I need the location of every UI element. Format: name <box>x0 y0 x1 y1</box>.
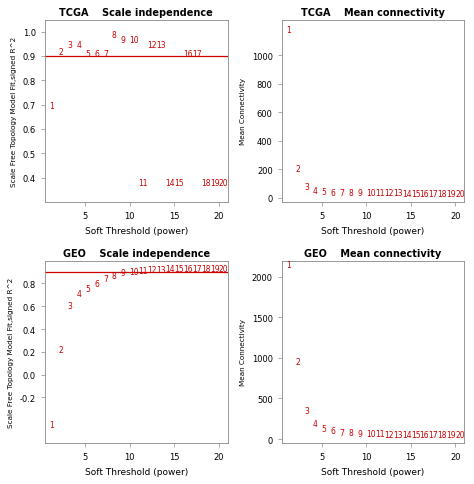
Text: 3: 3 <box>67 301 72 310</box>
Text: 5: 5 <box>85 284 90 293</box>
Text: 12: 12 <box>147 41 157 49</box>
Text: 20: 20 <box>456 430 465 439</box>
Text: 12: 12 <box>384 189 393 198</box>
Text: 1: 1 <box>286 260 291 269</box>
Text: 3: 3 <box>304 406 309 415</box>
Text: 11: 11 <box>138 179 148 188</box>
Title: TCGA    Mean connectivity: TCGA Mean connectivity <box>301 8 445 18</box>
Text: 2: 2 <box>295 357 300 366</box>
Text: 12: 12 <box>147 266 157 274</box>
Text: 13: 13 <box>393 189 402 198</box>
Text: 2: 2 <box>58 48 63 57</box>
Text: 5: 5 <box>85 50 90 60</box>
Text: 11: 11 <box>375 429 385 439</box>
Text: 5: 5 <box>322 424 327 434</box>
Text: 10: 10 <box>366 429 376 439</box>
Title: TCGA    Scale independence: TCGA Scale independence <box>59 8 213 18</box>
Text: 16: 16 <box>419 189 429 198</box>
Text: 3: 3 <box>67 41 72 49</box>
Text: 6: 6 <box>94 279 99 288</box>
Title: GEO    Scale independence: GEO Scale independence <box>63 249 210 259</box>
Text: 19: 19 <box>447 430 456 439</box>
Text: 16: 16 <box>183 50 192 60</box>
Text: 10: 10 <box>129 267 139 276</box>
Text: 7: 7 <box>339 428 345 437</box>
Text: 14: 14 <box>165 179 175 188</box>
Text: 2: 2 <box>58 346 63 354</box>
Text: 8: 8 <box>348 189 353 198</box>
Text: 18: 18 <box>201 179 210 188</box>
Text: 14: 14 <box>402 189 411 198</box>
Text: 14: 14 <box>165 265 175 274</box>
Text: 4: 4 <box>76 289 81 299</box>
Text: 20: 20 <box>456 189 465 198</box>
Text: 14: 14 <box>402 430 411 439</box>
Text: 4: 4 <box>313 186 318 196</box>
Text: 9: 9 <box>121 36 126 45</box>
Text: 1: 1 <box>49 101 54 110</box>
Text: 4: 4 <box>313 420 318 429</box>
Text: 6: 6 <box>331 188 336 197</box>
Text: 18: 18 <box>438 189 447 198</box>
X-axis label: Soft Threshold (power): Soft Threshold (power) <box>85 467 188 476</box>
Text: 17: 17 <box>428 430 438 439</box>
Text: 4: 4 <box>76 41 81 49</box>
Text: 15: 15 <box>174 179 184 188</box>
Text: 9: 9 <box>357 429 362 438</box>
Y-axis label: Scale Free Topology Model Fit,signed R^2: Scale Free Topology Model Fit,signed R^2 <box>11 36 17 186</box>
Text: 13: 13 <box>393 430 402 439</box>
Text: 20: 20 <box>219 179 228 188</box>
Text: 2: 2 <box>295 165 300 174</box>
Y-axis label: Mean Connectivity: Mean Connectivity <box>240 78 246 145</box>
Title: GEO    Mean connectivity: GEO Mean connectivity <box>304 249 442 259</box>
Text: 8: 8 <box>112 272 117 280</box>
Text: 19: 19 <box>210 179 219 188</box>
X-axis label: Soft Threshold (power): Soft Threshold (power) <box>321 467 425 476</box>
Text: 11: 11 <box>138 266 148 275</box>
Text: 20: 20 <box>219 265 228 273</box>
Text: 18: 18 <box>438 430 447 439</box>
Text: 9: 9 <box>121 269 126 278</box>
Text: 5: 5 <box>322 188 327 197</box>
Text: 1: 1 <box>49 421 54 429</box>
X-axis label: Soft Threshold (power): Soft Threshold (power) <box>321 226 425 235</box>
Text: 6: 6 <box>94 50 99 60</box>
Text: 19: 19 <box>210 265 219 273</box>
Y-axis label: Mean Connectivity: Mean Connectivity <box>240 318 246 386</box>
Text: 15: 15 <box>411 430 420 439</box>
Text: 15: 15 <box>411 189 420 198</box>
Text: 12: 12 <box>384 430 393 439</box>
Text: 8: 8 <box>112 31 117 40</box>
Text: 16: 16 <box>419 430 429 439</box>
Text: 1: 1 <box>286 26 291 35</box>
Text: 17: 17 <box>428 189 438 198</box>
Text: 19: 19 <box>447 189 456 198</box>
Text: 11: 11 <box>375 189 385 198</box>
Text: 15: 15 <box>174 265 184 274</box>
Text: 18: 18 <box>201 265 210 273</box>
Text: 8: 8 <box>348 428 353 438</box>
Text: 3: 3 <box>304 182 309 191</box>
Y-axis label: Scale Free Topology Model Fit,signed R^2: Scale Free Topology Model Fit,signed R^2 <box>9 277 14 427</box>
Text: 9: 9 <box>357 189 362 198</box>
Text: 6: 6 <box>331 426 336 436</box>
Text: 17: 17 <box>192 265 201 273</box>
Text: 7: 7 <box>339 189 345 197</box>
X-axis label: Soft Threshold (power): Soft Threshold (power) <box>85 226 188 235</box>
Text: 7: 7 <box>103 50 108 60</box>
Text: 16: 16 <box>183 265 192 273</box>
Text: 13: 13 <box>156 41 166 49</box>
Text: 13: 13 <box>156 265 166 274</box>
Text: 10: 10 <box>366 189 376 198</box>
Text: 10: 10 <box>129 36 139 45</box>
Text: 7: 7 <box>103 275 108 284</box>
Text: 17: 17 <box>192 50 201 60</box>
